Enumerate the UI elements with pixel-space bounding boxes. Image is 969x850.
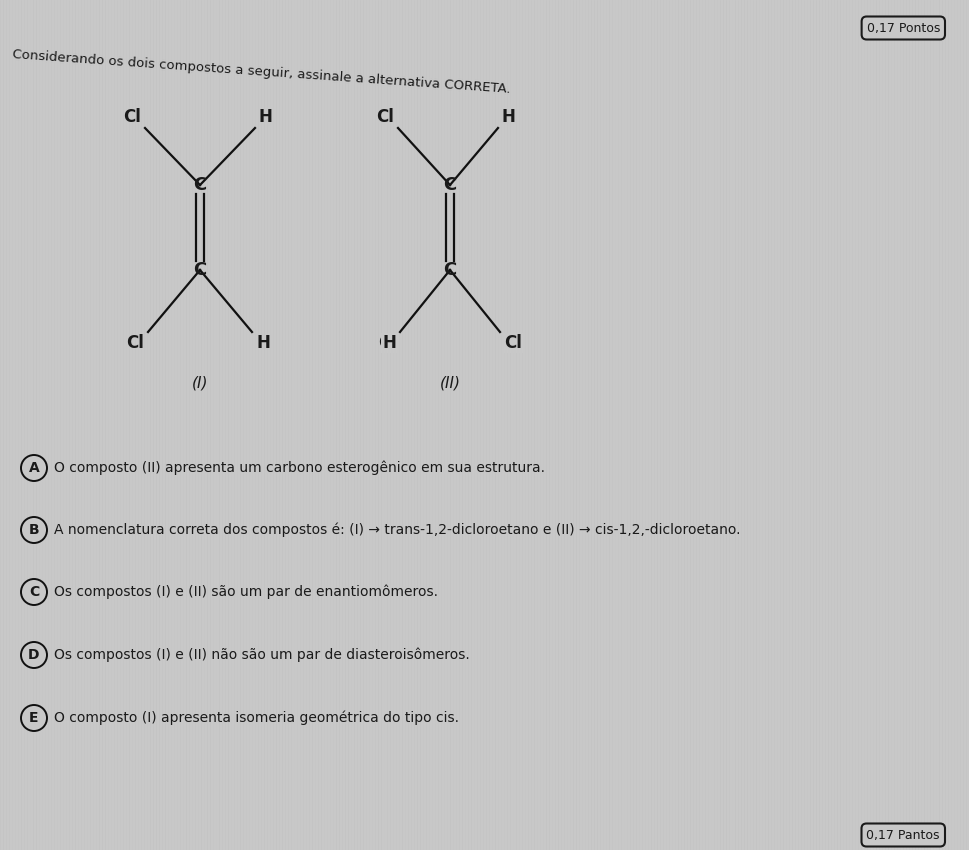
Text: 0,17 Pantos: 0,17 Pantos [866, 829, 940, 842]
Text: 0,17 Pontos: 0,17 Pontos [866, 21, 940, 35]
Text: C: C [194, 261, 206, 279]
Text: H: H [502, 108, 516, 126]
Text: Os compostos (I) e (II) são um par de enantiomômeros.: Os compostos (I) e (II) são um par de en… [54, 585, 438, 599]
Text: C: C [444, 176, 456, 194]
Text: H: H [382, 334, 396, 352]
Text: Cl: Cl [504, 334, 522, 352]
Text: C: C [29, 585, 39, 599]
Text: (II): (II) [440, 375, 460, 390]
Text: E: E [29, 711, 39, 725]
Text: A: A [29, 461, 40, 475]
Text: Considerando os dois compostos a seguir, assinale a alternativa CORRETA.: Considerando os dois compostos a seguir,… [12, 48, 511, 96]
Text: H: H [504, 334, 517, 352]
Text: O composto (II) apresenta um carbono esterogênico em sua estrutura.: O composto (II) apresenta um carbono est… [54, 461, 545, 475]
Text: C: C [444, 261, 456, 279]
Text: H: H [259, 108, 273, 126]
Circle shape [21, 705, 47, 731]
Circle shape [21, 579, 47, 605]
Text: D: D [28, 648, 40, 662]
Text: Os compostos (I) e (II) não são um par de diasteroisômeros.: Os compostos (I) e (II) não são um par d… [54, 648, 470, 662]
Circle shape [21, 455, 47, 481]
Text: Cl: Cl [376, 108, 394, 126]
Circle shape [21, 517, 47, 543]
Text: H: H [256, 334, 270, 352]
Text: (I): (I) [192, 375, 208, 390]
Text: Cl: Cl [123, 108, 141, 126]
Circle shape [21, 642, 47, 668]
Text: O composto (I) apresenta isomeria geométrica do tipo cis.: O composto (I) apresenta isomeria geomét… [54, 711, 459, 725]
Text: Cl: Cl [126, 334, 144, 352]
Text: A nomenclatura correta dos compostos é: (I) → trans-1,2-dicloroetano e (II) → ci: A nomenclatura correta dos compostos é: … [54, 523, 740, 537]
Text: Cl: Cl [378, 334, 396, 352]
Text: C: C [194, 176, 206, 194]
Text: B: B [29, 523, 40, 537]
